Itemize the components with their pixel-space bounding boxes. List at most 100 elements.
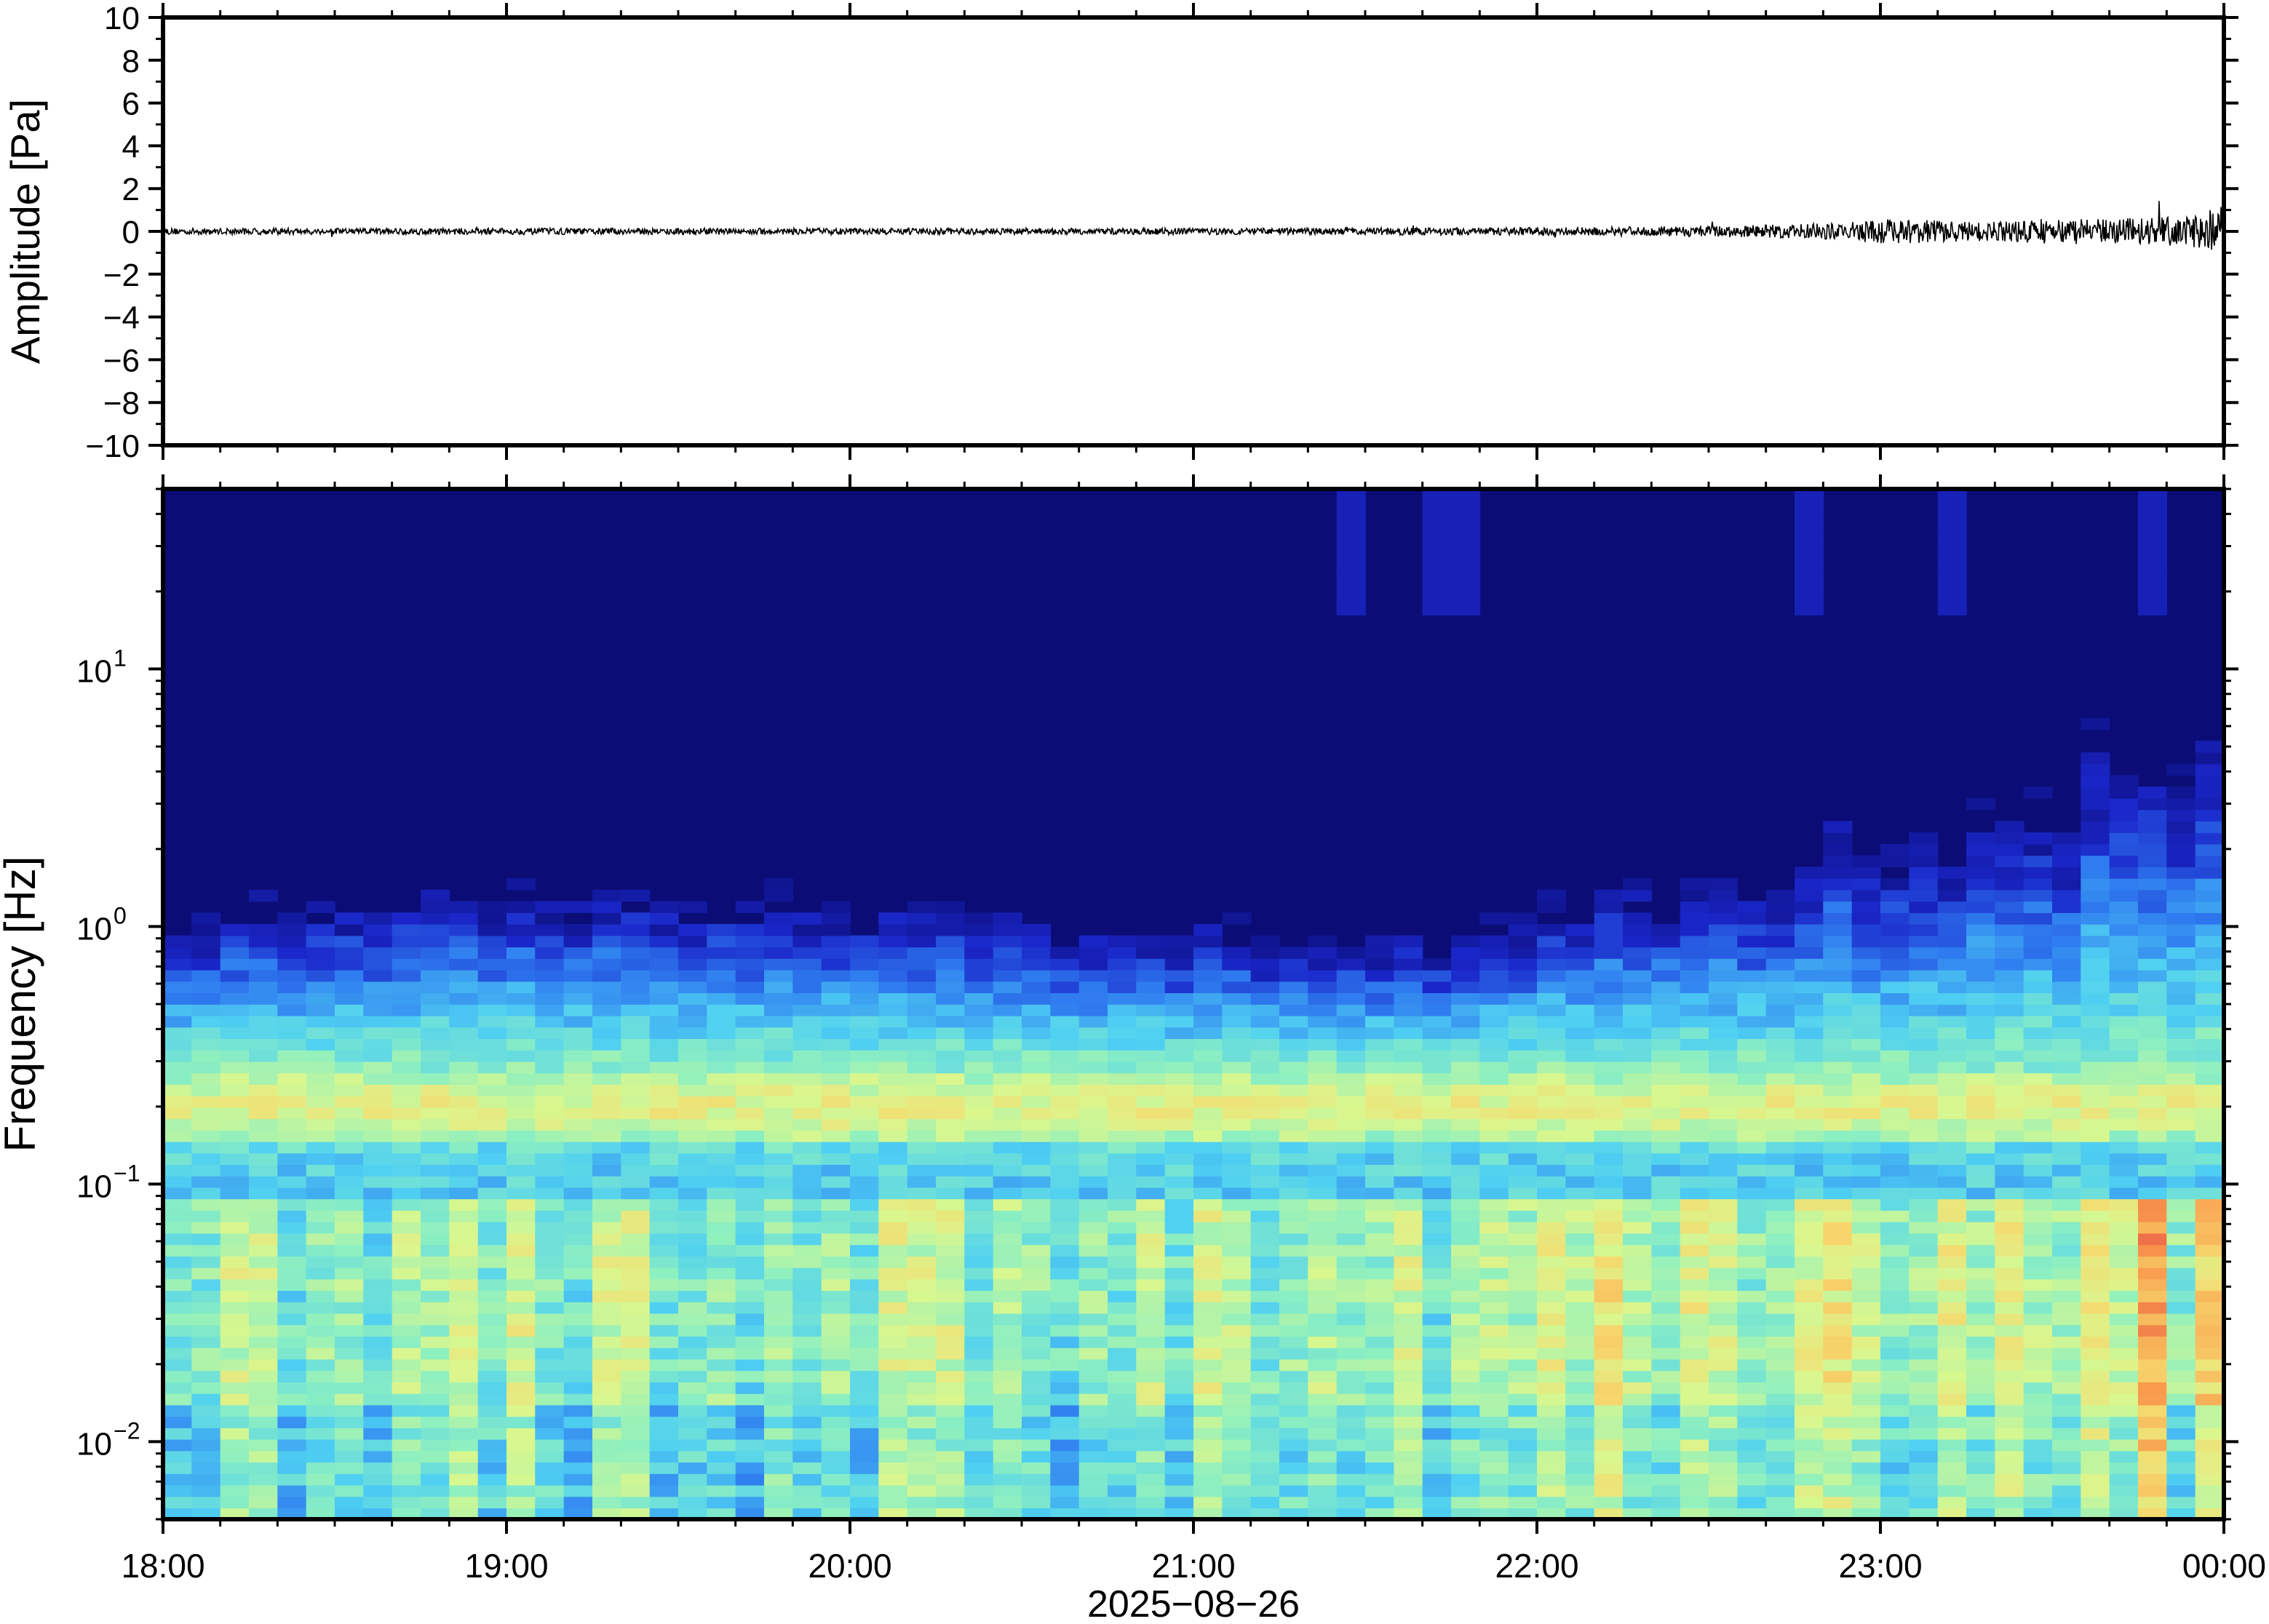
spectrogram-cell [792,1302,822,1314]
spectrogram-cell [1279,1107,1309,1120]
spectrogram-cell [964,1015,994,1028]
spectrogram-cell [1937,1313,1967,1326]
spectrogram-cell [1651,1198,1681,1211]
spectrogram-cell [392,969,421,982]
spectrogram-cell [249,1244,279,1257]
spectrogram-cell [1851,1084,1881,1096]
spectrogram-cell [1651,1072,1681,1085]
spectrogram-cell [1022,1233,1052,1246]
spectrogram-cell [792,1015,822,1028]
spectrogram-cell [993,947,1022,959]
spectrogram-cell [993,1049,1022,1062]
spectrogram-cell [964,1153,994,1165]
spectrogram-cell [1508,1153,1538,1165]
spectrogram-cell [1193,1348,1223,1360]
spectrogram-cell [1308,1233,1338,1246]
spectrogram-cell [649,1244,679,1257]
spectrogram-cell [1078,1084,1108,1096]
spectrogram-cell [1164,1438,1194,1452]
spectrogram-cell [1365,1107,1395,1120]
spectrogram-cell [1995,1244,2024,1257]
spectrogram-cell [1795,935,1824,948]
spectrogram-cell [1394,1404,1423,1417]
spectrogram-cell [220,1324,250,1337]
spectrogram-cell [306,1038,335,1051]
spectrogram-cell [191,1508,221,1519]
spectrogram-cell [2195,935,2224,948]
spectrogram-cell [191,1027,221,1039]
spectrogram-cell [621,1141,651,1154]
spectrogram-cell [163,1267,193,1280]
spectrogram-cell [1765,1027,1795,1039]
spectrogram-cell [1164,1382,1194,1394]
spectrogram-cell [1709,1370,1738,1382]
spectrogram-cell [1336,1393,1366,1406]
spectrogram-cell [1451,1302,1481,1314]
spectrogram-cell [1479,1358,1509,1372]
spectrogram-cell [1995,821,2024,833]
spectrogram-cell [2138,1290,2168,1302]
spectrogram-cell [335,992,365,1005]
spectrogram-cell [792,1370,822,1382]
spectrogram-cell [1078,1508,1108,1519]
spectrogram-cell [2195,912,2224,925]
spectrogram-cell [1795,1233,1824,1246]
spectrogram-x-tick-label: 22:00 [1495,1547,1578,1585]
spectrogram-cell [907,1348,937,1360]
spectrogram-cell [993,1015,1022,1028]
spectrogram-cell [1795,889,1824,902]
spectrogram-cell [2109,1393,2139,1406]
spectrogram-cell [363,1358,393,1372]
spectrogram-cell [1909,1210,1939,1222]
spectrogram-cell [1966,1428,1996,1440]
spectrogram-cell [421,1428,450,1440]
spectrogram-cell [191,1164,221,1177]
spectrogram-cell [1795,947,1824,959]
spectrogram-cell [621,1484,651,1497]
spectrogram-cell [1880,1038,1910,1051]
spectrogram-cell [1279,1370,1309,1382]
spectrogram-cell [2081,1450,2110,1463]
spectrogram-cell [563,1313,593,1326]
spectrogram-cell [2109,1221,2139,1234]
spectrogram-cell [907,1130,937,1142]
spectrogram-cell [2052,1324,2082,1337]
spectrogram-cell [1022,1015,1052,1028]
spectrogram-cell [1565,1382,1595,1394]
spectrogram-cell [1451,1336,1481,1348]
spectrogram-cell [2023,1496,2053,1508]
spectrogram-cell [1108,1267,1137,1280]
spectrogram-cell [1851,1348,1881,1360]
spectrogram-cell [878,1382,908,1394]
spectrogram-cell [2023,981,2053,993]
spectrogram-cell [506,958,536,971]
spectrogram-cell [1765,1118,1795,1131]
spectrogram-cell [220,1508,250,1519]
spectrogram-cell [1336,500,1366,513]
spectrogram-cell [1508,1508,1538,1519]
spectrogram-cell [1709,1130,1738,1142]
spectrogram-cell [649,1416,679,1428]
spectrogram-cell [1022,935,1052,948]
spectrogram-cell [1909,947,1939,959]
spectrogram-cell [477,1187,507,1200]
spectrogram-cell [2166,1473,2196,1486]
spectrogram-cell [1422,489,1452,501]
spectrogram-cell [1594,1004,1624,1016]
spectrogram-cell [1451,1095,1481,1108]
spectrogram-cell [1451,1049,1481,1062]
spectrogram-cell [1765,1176,1795,1188]
spectrogram-cell [735,1061,765,1074]
spectrogram-cell [1078,1496,1108,1508]
spectrogram-cell [1394,1450,1423,1463]
spectrogram-cell [449,969,479,982]
spectrogram-cell [1422,1244,1452,1257]
spectrogram-cell [1508,1404,1538,1417]
spectrogram-cell [2138,1027,2168,1039]
spectrogram-cell [1937,1290,1967,1302]
spectrogram-cell [1995,935,2024,948]
spectrogram-cell [993,923,1022,936]
spectrogram-cell [277,1130,307,1142]
spectrogram-cell [1308,1313,1338,1326]
spectrogram-cell [1193,935,1223,948]
